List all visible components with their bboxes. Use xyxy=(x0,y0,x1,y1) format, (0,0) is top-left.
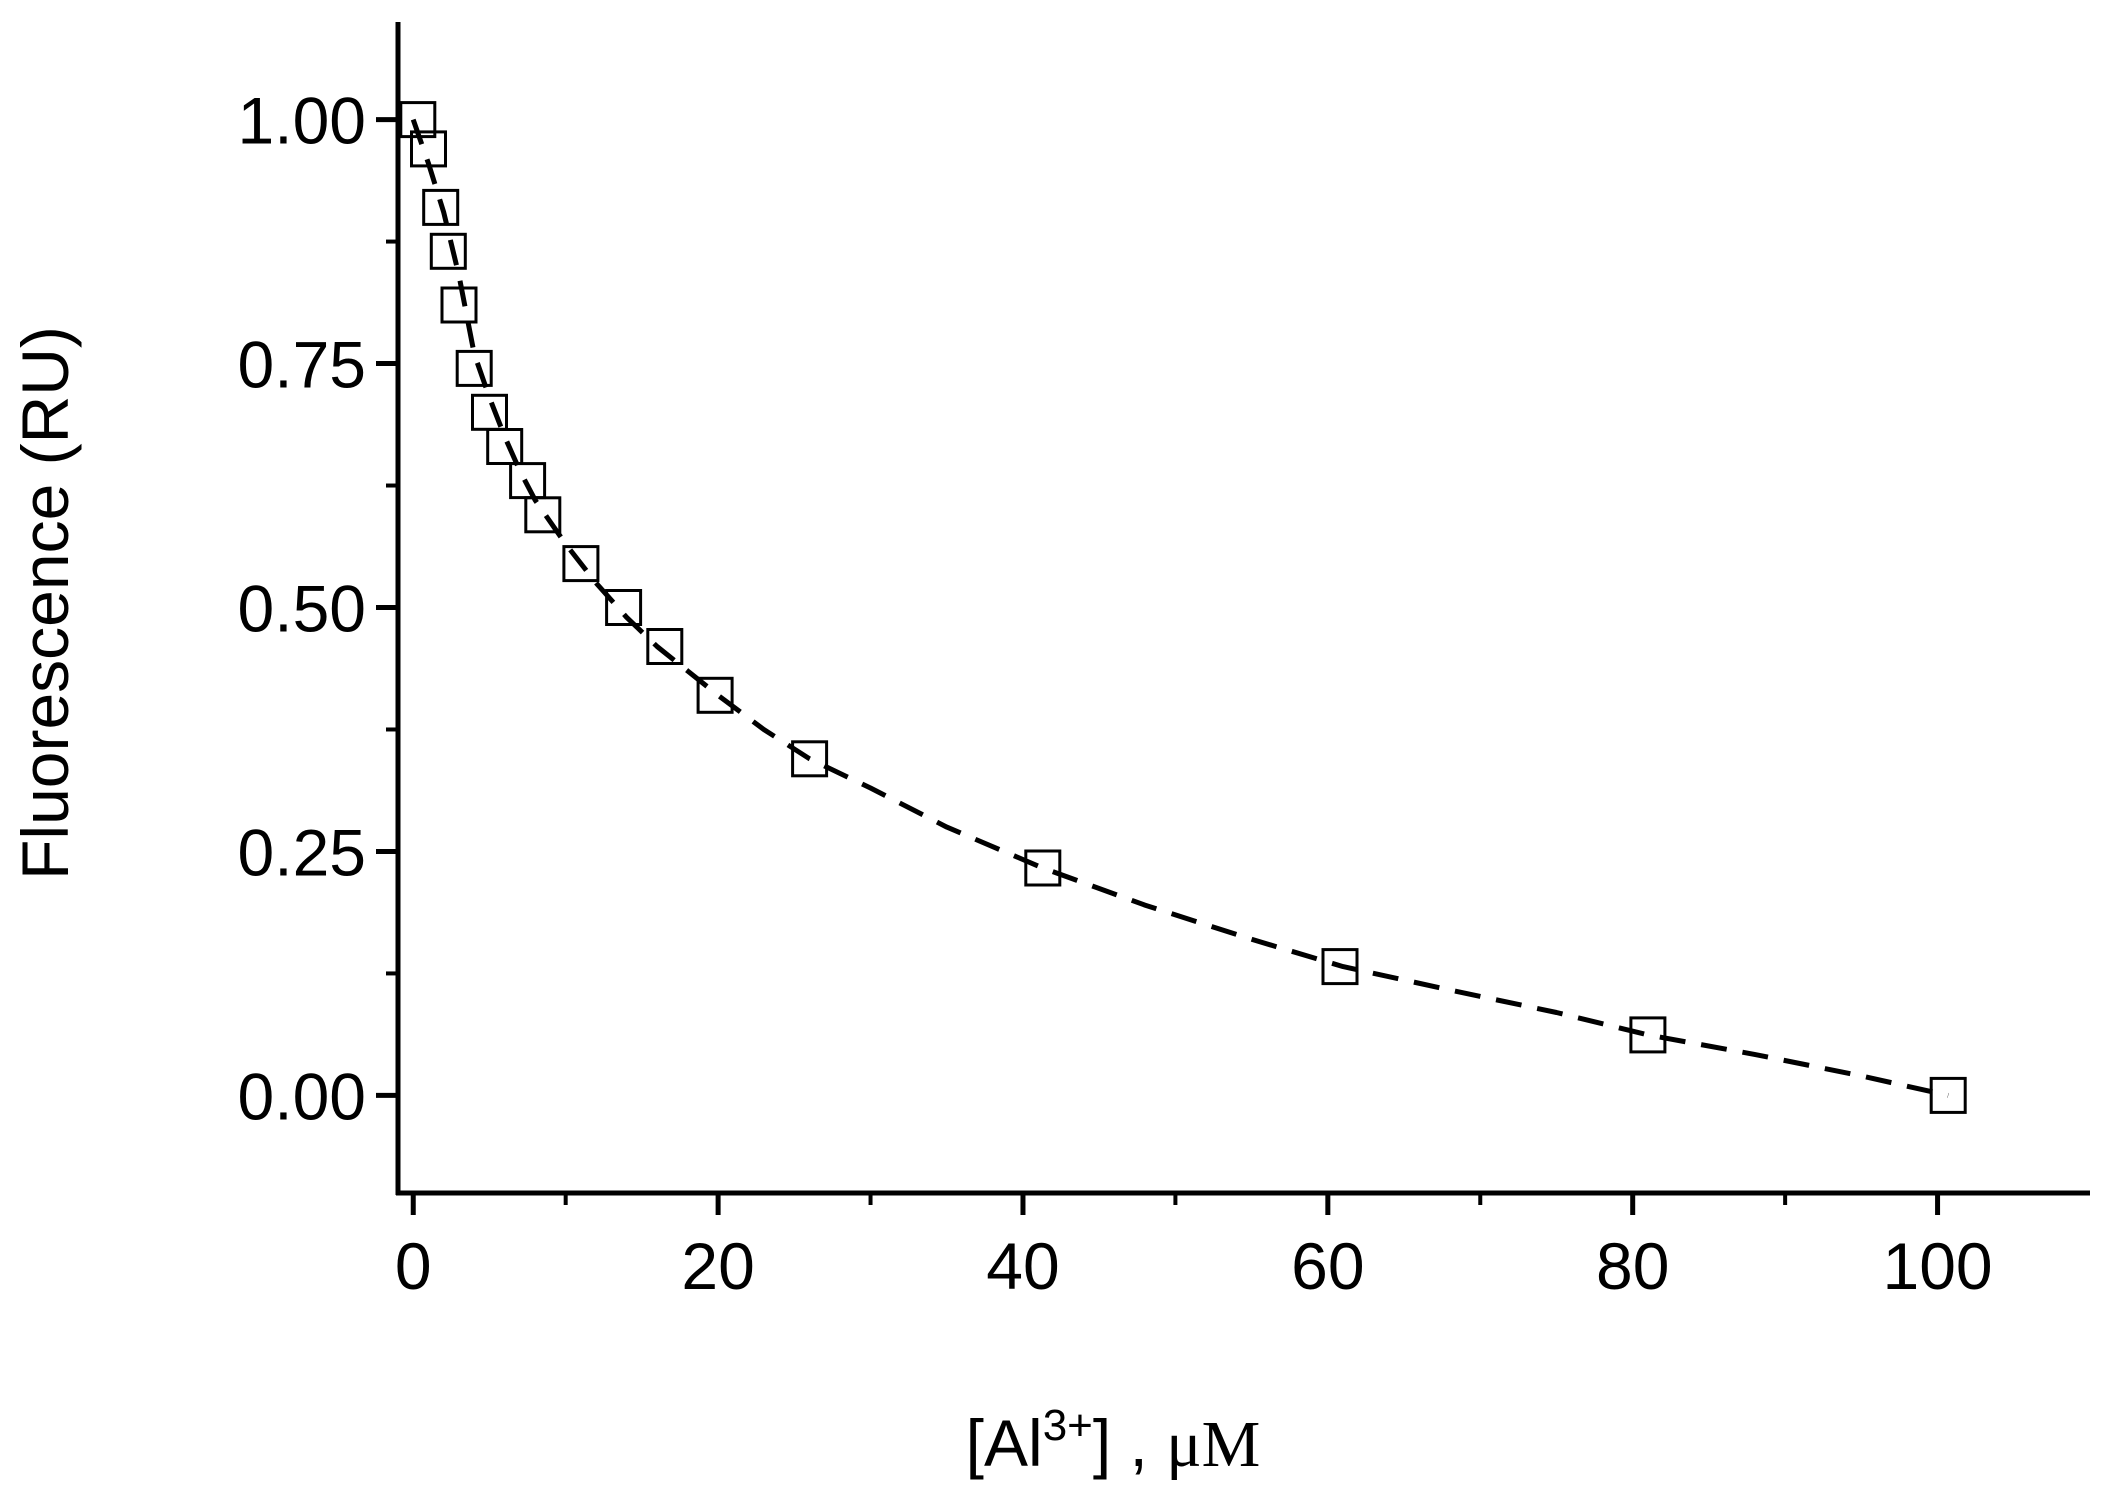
axes xyxy=(395,22,2090,1196)
data-point xyxy=(429,232,467,270)
data-point xyxy=(486,428,524,465)
x-axis-title: [Al3+] , μM xyxy=(966,1401,1261,1481)
x-tick-label: 60 xyxy=(1291,1229,1364,1303)
tick-marks xyxy=(376,117,1941,1215)
data-point xyxy=(1024,849,1062,887)
data-point xyxy=(399,101,437,139)
y-tick-label: 1.00 xyxy=(238,84,366,158)
x-axis-title-superscript: 3+ xyxy=(1043,1401,1093,1450)
y-axis-title: Fluorescence (RU) xyxy=(8,326,82,880)
data-point xyxy=(440,286,478,324)
y-tick-label: 0.75 xyxy=(238,328,366,402)
data-point xyxy=(422,188,460,226)
data-point xyxy=(646,628,684,665)
data-point xyxy=(410,130,447,168)
y-tick-label: 0.50 xyxy=(238,572,366,646)
data-point xyxy=(562,545,600,583)
x-axis-title-unit: μM xyxy=(1166,1408,1260,1481)
x-tick-label: 20 xyxy=(681,1229,754,1303)
data-markers xyxy=(399,101,1967,1114)
x-axis-title-main: [Al xyxy=(966,1406,1043,1480)
x-tick-label: 0 xyxy=(395,1229,432,1303)
data-point xyxy=(605,589,643,626)
fit-curve xyxy=(410,118,1949,1098)
data-point xyxy=(791,740,829,778)
fit-curve-group xyxy=(410,118,1949,1098)
tick-labels: 0.00 0.25 0.50 0.75 1.00 0 20 40 60 80 100 xyxy=(238,84,1993,1303)
y-tick-label: 0.25 xyxy=(238,815,366,889)
x-tick-label: 80 xyxy=(1596,1229,1669,1303)
x-axis-title-tail: ] , xyxy=(1093,1406,1166,1480)
x-tick-label: 40 xyxy=(986,1229,1059,1303)
y-tick-label: 0.00 xyxy=(238,1059,366,1133)
data-point xyxy=(1629,1016,1667,1054)
data-point xyxy=(524,496,562,534)
data-point xyxy=(696,676,734,714)
data-point xyxy=(1321,948,1359,986)
data-point xyxy=(1929,1076,1967,1114)
data-point xyxy=(455,349,493,387)
x-tick-label: 100 xyxy=(1883,1229,1993,1303)
